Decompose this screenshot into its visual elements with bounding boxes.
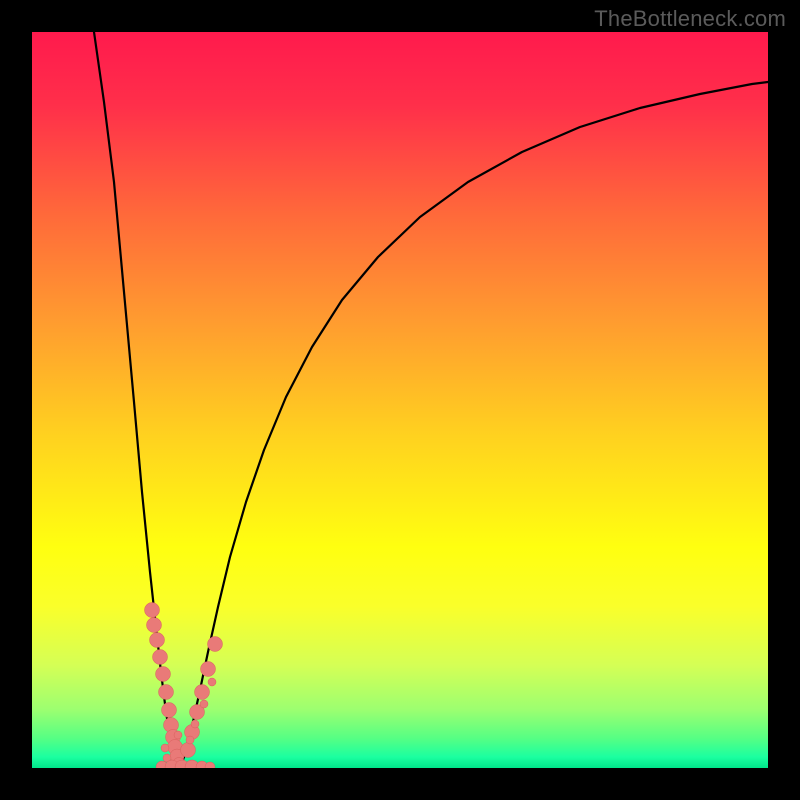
watermark-text: TheBottleneck.com (594, 6, 786, 32)
plot-area (32, 32, 768, 768)
data-markers (32, 32, 768, 768)
plot-frame (0, 0, 800, 800)
